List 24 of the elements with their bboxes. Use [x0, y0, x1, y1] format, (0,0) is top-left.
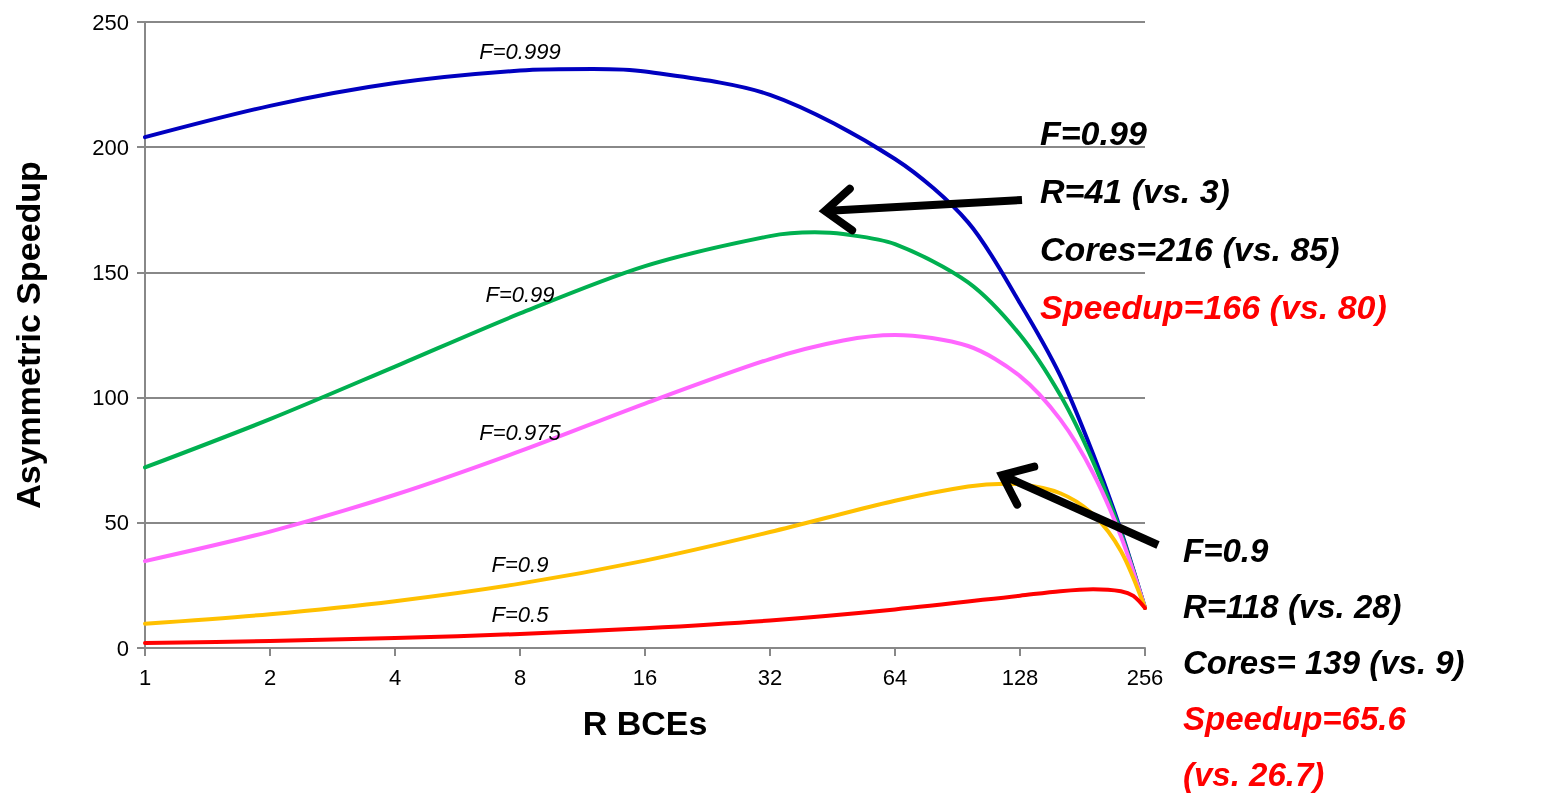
x-tick-label: 8 — [513, 664, 527, 690]
series-label: F=0.999 — [479, 39, 561, 65]
series-label: F=0.9 — [491, 552, 549, 578]
x-tick-label: 128 — [1001, 664, 1039, 690]
y-tick-label: 0 — [116, 635, 129, 661]
annotation: F=0.99 R=41 (vs. 3) Cores=216 (vs. 85) Speedup=166 (vs. 80) — [1040, 114, 1387, 326]
y-tick-label: 250 — [92, 9, 129, 35]
x-tick-label: 1 — [138, 664, 152, 690]
series-label: F=0.975 — [479, 419, 562, 445]
y-tick-label: 150 — [92, 259, 129, 285]
series-label: F=0.5 — [491, 602, 550, 628]
x-tick-label: 2 — [263, 664, 277, 690]
x-tick-label: 32 — [757, 664, 783, 690]
text: F=0.9 R=118 (vs. 28) Cores= 139 (vs. 9) Speedup=65.6 (vs. 26.7) — [1183, 531, 1465, 793]
x-axis-title: R BCEs — [582, 704, 708, 742]
x-tick-label: 4 — [388, 664, 402, 690]
y-tick-label: 100 — [92, 385, 129, 411]
x-tick-label: 64 — [882, 664, 908, 690]
x-tick-label: 16 — [632, 664, 658, 690]
x-tick-label: 256 — [1126, 664, 1164, 690]
series-label: F=0.99 — [485, 281, 555, 307]
y-tick-label: 200 — [92, 134, 129, 160]
y-tick-label: 50 — [104, 510, 129, 536]
y-axis-title: Asymmetric Speedup — [9, 161, 47, 509]
